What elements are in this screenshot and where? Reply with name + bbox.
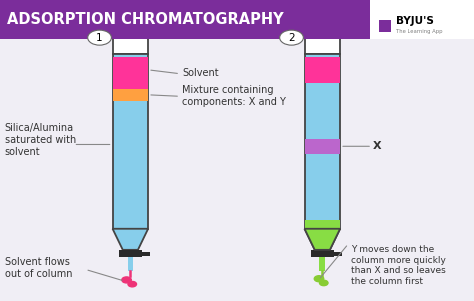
Polygon shape [304,229,340,250]
FancyBboxPatch shape [304,139,340,154]
FancyBboxPatch shape [304,36,340,54]
FancyBboxPatch shape [0,0,370,39]
Polygon shape [304,229,340,250]
Circle shape [314,276,324,282]
Text: Mixture containing
components: X and Y: Mixture containing components: X and Y [182,85,286,107]
FancyBboxPatch shape [119,250,142,257]
Text: X: X [373,141,382,151]
FancyBboxPatch shape [128,257,133,271]
FancyBboxPatch shape [311,250,334,257]
Circle shape [319,280,328,286]
Text: Silica/Alumina
saturated with
solvent: Silica/Alumina saturated with solvent [5,123,76,157]
FancyBboxPatch shape [304,220,340,229]
Text: Solvent flows
out of column: Solvent flows out of column [5,257,72,279]
Text: ADSORPTION CHROMATOGRAPHY: ADSORPTION CHROMATOGRAPHY [7,12,284,27]
FancyBboxPatch shape [113,36,148,54]
FancyBboxPatch shape [113,89,148,101]
Text: Solvent: Solvent [182,68,219,79]
FancyBboxPatch shape [319,257,325,271]
FancyBboxPatch shape [113,54,148,229]
FancyBboxPatch shape [304,57,340,83]
Text: The Learning App: The Learning App [396,29,442,34]
Polygon shape [113,229,148,250]
Circle shape [128,281,137,287]
FancyBboxPatch shape [379,20,391,32]
FancyBboxPatch shape [113,57,148,89]
FancyBboxPatch shape [334,252,342,256]
FancyBboxPatch shape [304,54,340,229]
Text: Y moves down the
column more quickly
than X and so leaves
the column first: Y moves down the column more quickly tha… [351,245,446,286]
FancyBboxPatch shape [319,257,325,271]
Circle shape [88,30,111,45]
Circle shape [122,277,131,283]
FancyBboxPatch shape [142,252,150,256]
Text: BYJU'S: BYJU'S [396,16,434,26]
Text: 1: 1 [96,33,103,43]
Circle shape [280,30,303,45]
Text: 2: 2 [288,33,295,43]
FancyBboxPatch shape [370,0,474,39]
